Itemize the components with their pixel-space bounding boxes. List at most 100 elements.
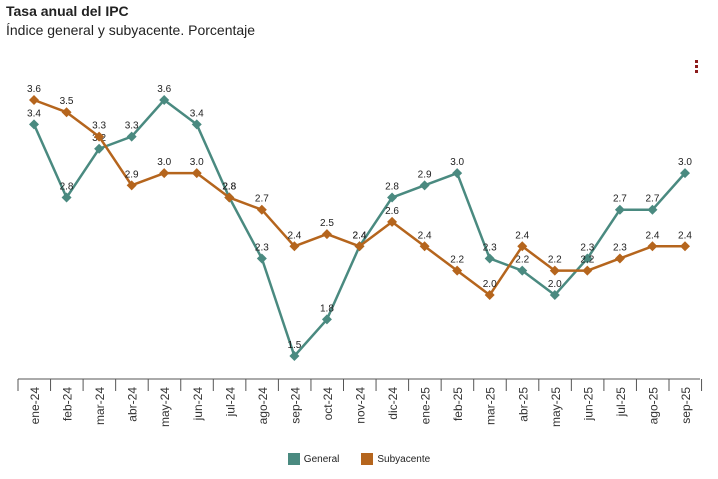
data-label-subyacente: 3.3 <box>92 121 106 132</box>
x-tick-label: ene-25 <box>419 387 433 425</box>
data-point-general <box>419 180 430 191</box>
data-label-subyacente: 2.4 <box>515 230 529 241</box>
data-label-subyacente: 2.8 <box>222 182 236 193</box>
data-label-general: 2.8 <box>385 182 399 193</box>
legend-label-general: General <box>303 453 340 465</box>
data-point-subyacente <box>126 180 137 191</box>
data-point-general <box>387 192 398 203</box>
data-label-general: 2.9 <box>418 169 432 180</box>
data-point-general <box>549 290 560 301</box>
data-label-subyacente: 3.5 <box>60 96 74 107</box>
data-point-subyacente <box>354 241 365 252</box>
x-tick-label: feb-25 <box>451 387 465 421</box>
legend-swatch-subyacente <box>361 453 374 465</box>
data-point-general <box>191 119 202 130</box>
x-tick-label: oct-24 <box>321 387 335 421</box>
data-label-subyacente: 2.5 <box>320 218 334 229</box>
x-tick-label: jun-25 <box>581 387 595 422</box>
data-label-subyacente: 2.9 <box>125 169 139 180</box>
data-point-subyacente <box>582 265 593 276</box>
data-label-subyacente: 2.7 <box>255 194 269 205</box>
data-point-subyacente <box>191 168 202 179</box>
data-point-subyacente <box>419 241 430 252</box>
chart-menu-icon[interactable] <box>693 60 699 76</box>
data-point-general <box>582 253 593 264</box>
x-tick-label: mar-24 <box>93 387 107 425</box>
data-point-general <box>256 253 267 264</box>
data-label-subyacente: 2.2 <box>450 255 464 266</box>
data-label-general: 3.4 <box>190 108 204 119</box>
data-point-subyacente <box>94 131 105 142</box>
data-point-subyacente <box>289 241 300 252</box>
chart-title: Tasa anual del IPC <box>6 3 129 19</box>
data-label-subyacente: 2.2 <box>548 255 562 266</box>
x-tick-label: may-25 <box>549 387 563 427</box>
data-point-subyacente <box>256 204 267 215</box>
data-point-general <box>61 192 72 203</box>
data-point-subyacente <box>159 168 170 179</box>
legend: General Subyacente <box>0 453 718 465</box>
data-point-subyacente <box>647 241 658 252</box>
x-tick-label: ene-24 <box>28 387 42 425</box>
data-label-general: 2.4 <box>353 230 367 241</box>
data-label-general: 2.8 <box>60 182 74 193</box>
x-tick-label: feb-24 <box>61 387 75 421</box>
data-label-subyacente: 2.2 <box>580 255 594 266</box>
x-tick-label: nov-24 <box>354 387 368 424</box>
x-tick-label: abr-24 <box>126 387 140 422</box>
x-tick-label: dic-24 <box>386 387 400 420</box>
chart-subtitle: Índice general y subyacente. Porcentaje <box>6 22 256 38</box>
data-label-subyacente: 2.4 <box>645 230 659 241</box>
data-label-subyacente: 2.4 <box>353 230 367 241</box>
data-label-general: 1.8 <box>320 303 334 314</box>
data-point-subyacente <box>387 216 398 227</box>
data-point-general <box>94 143 105 154</box>
x-tick-label: jul-25 <box>614 387 628 418</box>
data-label-general: 3.6 <box>157 84 171 95</box>
x-tick-label: jun-24 <box>191 387 205 422</box>
data-label-subyacente: 2.4 <box>287 230 301 241</box>
data-label-general: 2.8 <box>222 182 236 193</box>
legend-item-subyacente[interactable]: Subyacente <box>361 453 430 465</box>
data-point-general <box>647 204 658 215</box>
data-point-general <box>321 314 332 325</box>
data-point-subyacente <box>321 229 332 240</box>
data-point-general <box>452 168 463 179</box>
data-point-general <box>289 351 300 361</box>
data-label-subyacente: 3.0 <box>190 157 204 168</box>
data-label-general: 2.3 <box>255 242 269 253</box>
data-point-subyacente <box>452 265 463 276</box>
data-label-general: 3.3 <box>125 121 139 132</box>
data-point-subyacente <box>61 107 72 118</box>
data-point-general <box>614 204 625 215</box>
data-point-subyacente <box>517 241 528 252</box>
data-label-general: 3.4 <box>27 108 41 119</box>
x-tick-label: abr-25 <box>516 387 530 422</box>
x-tick-label: ago-24 <box>256 387 270 425</box>
data-point-subyacente <box>224 192 235 203</box>
x-tick-label: sep-25 <box>679 387 693 424</box>
data-label-subyacente: 2.4 <box>678 230 692 241</box>
data-label-subyacente: 2.0 <box>483 279 497 290</box>
legend-label-subyacente: Subyacente <box>377 453 431 465</box>
legend-swatch-general <box>287 453 300 465</box>
data-point-general <box>484 253 495 264</box>
data-point-subyacente <box>549 265 560 276</box>
data-label-general: 3.0 <box>678 157 692 168</box>
data-label-subyacente: 2.3 <box>613 242 627 253</box>
x-tick-label: may-24 <box>158 387 172 427</box>
data-label-general: 2.7 <box>645 194 659 205</box>
data-point-subyacente <box>680 241 690 252</box>
data-label-general: 3.0 <box>450 157 464 168</box>
data-label-general: 2.7 <box>613 194 627 205</box>
data-point-general <box>126 131 137 142</box>
data-point-general <box>29 119 39 130</box>
data-point-general <box>159 95 170 105</box>
legend-item-general[interactable]: General <box>287 453 340 465</box>
x-tick-label: mar-25 <box>484 387 498 425</box>
data-point-subyacente <box>614 253 625 264</box>
data-label-general: 2.0 <box>548 279 562 290</box>
data-label-general: 2.2 <box>515 255 529 266</box>
data-point-general <box>680 168 690 179</box>
